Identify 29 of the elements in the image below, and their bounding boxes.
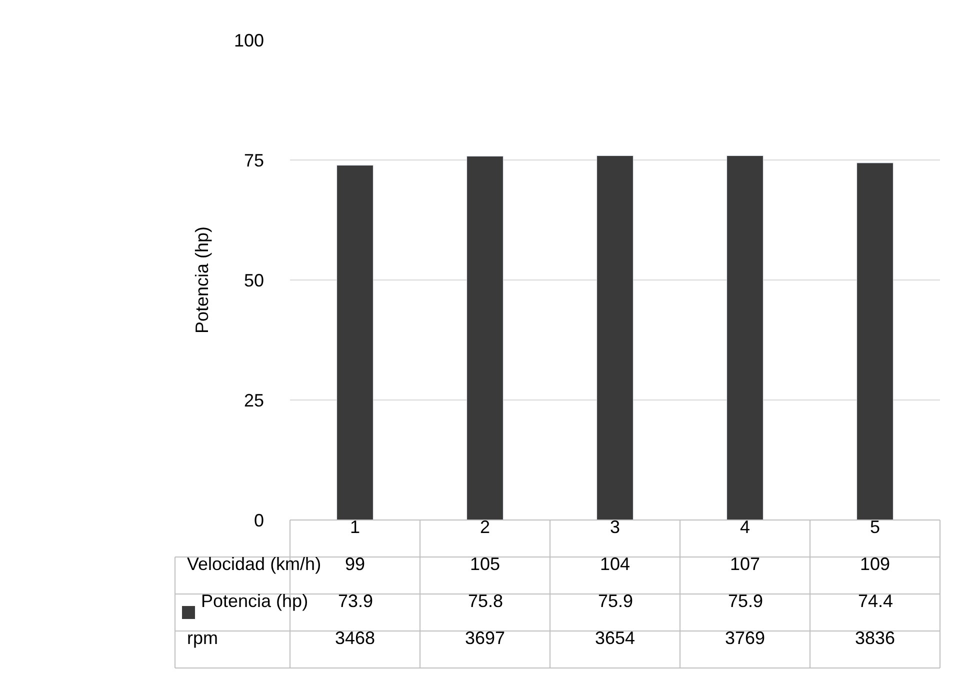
y-tick-label: 25 bbox=[244, 390, 264, 410]
text: 109 bbox=[860, 554, 890, 574]
y-axis-title: Potencia (hp) bbox=[192, 226, 212, 334]
text: 3769 bbox=[725, 628, 766, 648]
text: 105 bbox=[470, 554, 500, 574]
y-tick-label: 0 bbox=[254, 510, 264, 530]
text: 107 bbox=[730, 554, 760, 574]
data-label: 73.9 bbox=[338, 591, 374, 611]
y-tick-label: 75 bbox=[244, 150, 264, 170]
x-tick-label: 5 bbox=[870, 517, 880, 537]
y-tick-label: 50 bbox=[244, 270, 264, 290]
text: 99 bbox=[345, 554, 366, 574]
x-tick-label: 2 bbox=[480, 517, 490, 537]
data-label: 75.9 bbox=[598, 591, 634, 611]
data-label: 74.4 bbox=[858, 591, 894, 611]
text: 3654 bbox=[595, 628, 636, 648]
y-tick-label: 100 bbox=[234, 30, 264, 50]
text: 3697 bbox=[465, 628, 506, 648]
text: rpm bbox=[187, 628, 218, 648]
text: 3836 bbox=[855, 628, 896, 648]
x-tick-label: 1 bbox=[350, 517, 360, 537]
x-tick-label: 3 bbox=[610, 517, 620, 537]
text: 3468 bbox=[335, 628, 376, 648]
data-label: 75.9 bbox=[728, 591, 764, 611]
text: 104 bbox=[600, 554, 630, 574]
data-label: 75.8 bbox=[468, 591, 504, 611]
x-tick-label: 4 bbox=[740, 517, 750, 537]
text: Velocidad (km/h) bbox=[187, 554, 322, 574]
legend-label: Potencia (hp) bbox=[201, 591, 308, 611]
